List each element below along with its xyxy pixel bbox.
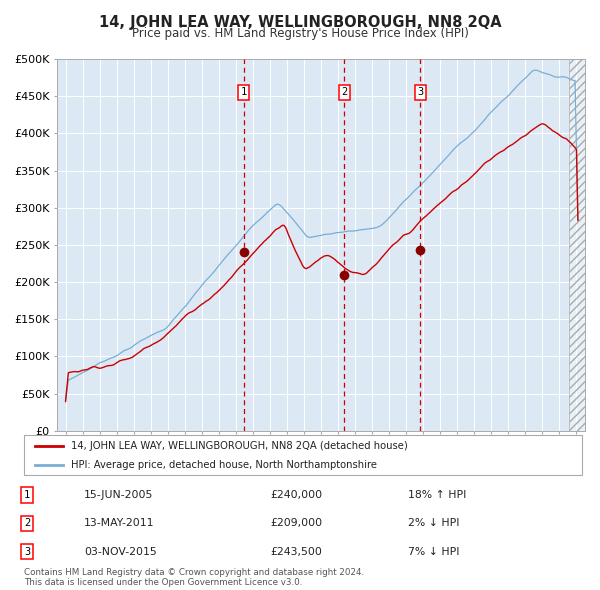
Text: £209,000: £209,000 xyxy=(270,519,322,528)
Bar xyxy=(569,59,585,431)
Text: £243,500: £243,500 xyxy=(270,547,322,556)
Text: 2: 2 xyxy=(341,87,347,97)
Text: HPI: Average price, detached house, North Northamptonshire: HPI: Average price, detached house, Nort… xyxy=(71,460,377,470)
Text: 2% ↓ HPI: 2% ↓ HPI xyxy=(408,519,460,528)
Text: 3: 3 xyxy=(24,547,30,556)
Text: 14, JOHN LEA WAY, WELLINGBOROUGH, NN8 2QA: 14, JOHN LEA WAY, WELLINGBOROUGH, NN8 2Q… xyxy=(98,15,502,30)
Text: 18% ↑ HPI: 18% ↑ HPI xyxy=(408,490,466,500)
FancyBboxPatch shape xyxy=(24,435,582,475)
Text: 15-JUN-2005: 15-JUN-2005 xyxy=(84,490,154,500)
Text: 14, JOHN LEA WAY, WELLINGBOROUGH, NN8 2QA (detached house): 14, JOHN LEA WAY, WELLINGBOROUGH, NN8 2Q… xyxy=(71,441,408,451)
Text: Contains HM Land Registry data © Crown copyright and database right 2024.
This d: Contains HM Land Registry data © Crown c… xyxy=(24,568,364,587)
Text: 13-MAY-2011: 13-MAY-2011 xyxy=(84,519,155,528)
Text: 2: 2 xyxy=(24,519,30,528)
Text: 1: 1 xyxy=(24,490,30,500)
Text: 1: 1 xyxy=(241,87,247,97)
Text: 03-NOV-2015: 03-NOV-2015 xyxy=(84,547,157,556)
Text: £240,000: £240,000 xyxy=(270,490,322,500)
Text: 3: 3 xyxy=(418,87,424,97)
Bar xyxy=(569,59,585,431)
Text: Price paid vs. HM Land Registry's House Price Index (HPI): Price paid vs. HM Land Registry's House … xyxy=(131,27,469,40)
Text: 7% ↓ HPI: 7% ↓ HPI xyxy=(408,547,460,556)
